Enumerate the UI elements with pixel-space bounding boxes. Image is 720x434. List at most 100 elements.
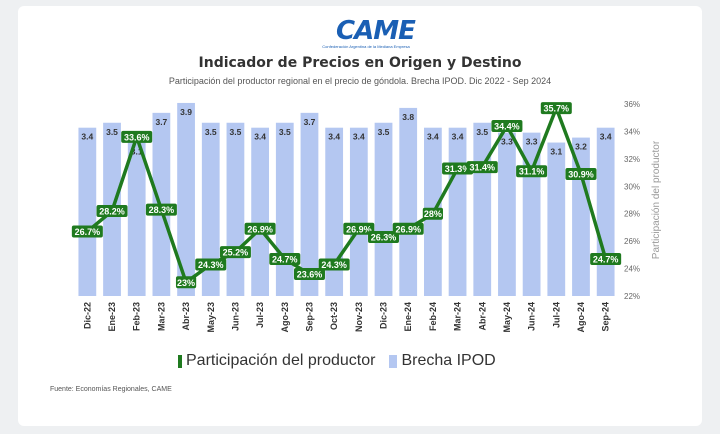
x-tick-Mar-23: Mar-23 [156,302,166,331]
line-participacion [86,106,608,285]
bar-Abr-24 [473,122,492,296]
bar-Feb-23 [127,142,146,296]
point-label-Dic-22: 26.7% [75,227,101,237]
bar-Jun-23 [226,122,245,296]
point-label-bg-Dic-22 [71,225,103,238]
x-tick-Dic-22: Dic-22 [82,302,92,329]
bar-label-Jun-24: 3.3 [526,137,538,147]
x-tick-Jun-24: Jun-24 [527,302,537,331]
x-tick-Ene-23: Ene-23 [107,302,117,332]
bar-label-Nov-23: 3.4 [353,132,365,142]
bar-label-Ago-23: 3.5 [279,127,291,137]
bar-label-Oct-23: 3.4 [328,132,340,142]
bar-label-Ene-23: 3.5 [106,127,118,137]
bar-label-Jul-24: 3.1 [550,147,562,157]
chart-title: Indicador de Precios en Origen y Destino [198,55,522,71]
x-tick-Feb-24: Feb-24 [428,302,438,331]
bar-label-Jun-23: 3.5 [230,127,242,137]
bar-label-May-23: 3.5 [205,127,217,137]
bar-Oct-23 [325,127,344,296]
bar-label-Dic-23: 3.5 [378,127,390,137]
right-axis-label: Participación del productor [651,140,662,259]
bar-Sep-24 [596,127,615,296]
legend-label-brecha: Brecha IPOD [401,352,496,369]
bar-Abr-23 [177,102,195,296]
point-label-bg-Ene-23 [96,204,128,217]
x-tick-Oct-23: Oct-23 [329,302,339,330]
point-label-May-24: 34.4% [494,121,520,131]
x-tick-Abr-23: Abr-23 [181,302,191,331]
bar-Ene-24 [399,107,418,297]
bar-label-Ago-24: 3.2 [575,142,587,152]
point-label-bg-Jun-23 [219,246,251,259]
point-label-Ago-23: 24.7% [272,254,298,264]
point-label-Sep-24: 24.7% [593,254,619,264]
x-tick-Abr-24: Abr-24 [477,302,487,331]
point-label-bg-Abr-24 [466,161,498,174]
bar-label-Abr-24: 3.5 [476,127,488,137]
x-tick-Ago-23: Ago-23 [280,302,290,333]
y-tick-22%: 22% [624,292,640,301]
bar-Nov-23 [349,127,368,296]
point-label-Ene-23: 28.2% [99,206,125,216]
x-tick-Jun-23: Jun-23 [230,302,240,331]
bar-label-Dic-22: 3.4 [81,132,93,142]
bar-label-May-24: 3.3 [501,137,513,147]
x-tick-May-23: May-23 [206,302,216,333]
point-label-bg-Jul-24 [540,102,572,115]
point-label-Ene-24: 26.9% [395,224,421,234]
point-label-bg-Jul-23 [244,222,276,235]
point-label-Ago-24: 30.9% [568,169,594,179]
bar-label-Sep-23: 3.7 [304,117,316,127]
bar-label-Feb-23: 3.1 [131,147,143,157]
point-label-Feb-23: 33.6% [124,132,150,142]
x-tick-Jul-24: Jul-24 [551,302,561,328]
x-tick-Sep-23: Sep-23 [304,302,314,332]
point-label-Sep-23: 23.6% [297,270,323,280]
legend-swatch-bar [389,354,398,368]
point-label-Jul-23: 26.9% [247,224,273,234]
bar-Jul-23 [251,127,269,296]
y-tick-32%: 32% [624,155,640,164]
bar-Jul-24 [547,142,566,296]
x-tick-Ene-24: Ene-24 [403,302,413,332]
point-label-bg-Abr-23 [175,276,197,289]
bar-Sep-23 [300,112,319,296]
logo-subtitle: Confederación Argentina de la Mediana Em… [322,44,410,49]
bar-label-Mar-23: 3.7 [155,117,167,127]
legend-item-brecha: Brecha IPOD [389,352,496,370]
y-tick-28%: 28% [624,210,640,219]
point-label-bg-Ene-24 [392,222,424,235]
bar-Mar-24 [448,127,467,296]
point-label-bg-Feb-24 [422,207,443,220]
bar-May-24 [498,132,516,296]
source-note: Fuente: Economías Regionales, CAME [50,386,172,393]
x-tick-Sep-24: Sep-24 [601,302,611,332]
y-tick-36%: 36% [624,100,640,109]
point-label-Jun-24: 31.1% [519,167,545,177]
point-label-May-23: 24.3% [198,260,224,270]
x-tick-Dic-23: Dic-23 [379,302,389,329]
point-label-bg-May-23 [195,258,227,271]
bar-label-Jul-23: 3.4 [254,132,266,142]
point-label-bg-Nov-23 [343,222,375,235]
chart-legend: Participación del productor Brecha IPOD [178,352,496,370]
bar-Dic-23 [374,122,393,296]
bar-label-Abr-23: 3.9 [180,107,192,117]
point-label-Jul-24: 35.7% [544,104,570,114]
point-label-Abr-24: 31.4% [469,163,495,173]
x-tick-Ago-24: Ago-24 [576,302,586,333]
point-label-bg-Ago-23 [269,252,301,265]
point-label-bg-Jun-24 [516,165,548,178]
point-label-bg-Sep-24 [590,252,622,265]
y-tick-34%: 34% [624,127,640,136]
point-label-bg-Ago-24 [565,167,597,180]
point-label-Nov-23: 26.9% [346,224,372,234]
point-label-Feb-24: 28% [424,209,442,219]
legend-item-participacion: Participación del productor [178,352,375,370]
bar-May-23 [201,122,220,296]
y-tick-30%: 30% [624,182,640,191]
point-label-bg-Sep-23 [293,268,325,281]
point-label-Jun-23: 25.2% [223,248,249,258]
